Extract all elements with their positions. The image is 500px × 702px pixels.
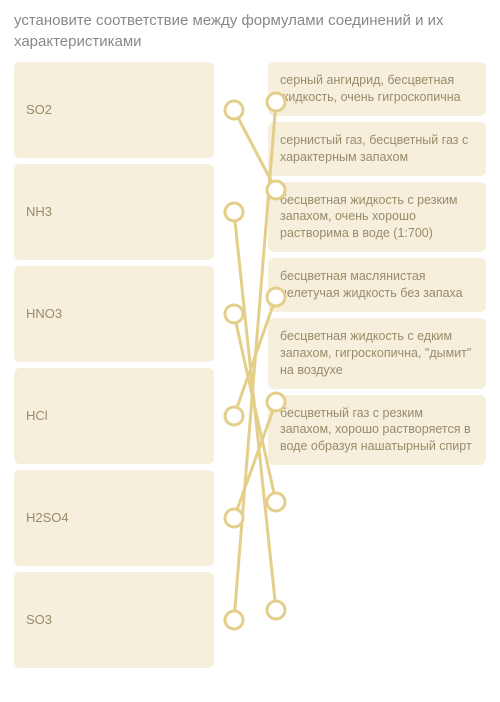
formula-label: SO3 bbox=[26, 611, 52, 629]
formula-item[interactable]: SO3 bbox=[14, 572, 214, 668]
descriptions-column: серный ангидрид, бесцветная жидкость, оч… bbox=[268, 62, 486, 668]
description-label: бесцветная маслянистая нелетучая жидкост… bbox=[280, 268, 474, 302]
matching-exercise: установите соответствие между формулами … bbox=[0, 0, 500, 687]
formula-item[interactable]: NH3 bbox=[14, 164, 214, 260]
description-item[interactable]: бесцветная маслянистая нелетучая жидкост… bbox=[268, 258, 486, 312]
formula-label: HNO3 bbox=[26, 305, 62, 323]
columns-wrapper: SO2 NH3 HNO3 HCl H2SO4 SO3 серный ангидр… bbox=[14, 62, 486, 668]
formula-item[interactable]: SO2 bbox=[14, 62, 214, 158]
formula-label: NH3 bbox=[26, 203, 52, 221]
formula-label: H2SO4 bbox=[26, 509, 69, 527]
description-label: бесцветная жидкость с резким запахом, оч… bbox=[280, 192, 474, 243]
formulas-column: SO2 NH3 HNO3 HCl H2SO4 SO3 bbox=[14, 62, 214, 668]
formula-label: HCl bbox=[26, 407, 48, 425]
exercise-title: установите соответствие между формулами … bbox=[14, 10, 486, 52]
formula-item[interactable]: HNO3 bbox=[14, 266, 214, 362]
description-label: сернистый газ, бесцветный газ с характер… bbox=[280, 132, 474, 166]
formula-item[interactable]: H2SO4 bbox=[14, 470, 214, 566]
description-label: серный ангидрид, бесцветная жидкость, оч… bbox=[280, 72, 474, 106]
description-item[interactable]: бесцветный газ с резким запахом, хорошо … bbox=[268, 395, 486, 466]
formula-label: SO2 bbox=[26, 101, 52, 119]
description-label: бесцветный газ с резким запахом, хорошо … bbox=[280, 405, 474, 456]
description-item[interactable]: серный ангидрид, бесцветная жидкость, оч… bbox=[268, 62, 486, 116]
description-item[interactable]: бесцветная жидкость с резким запахом, оч… bbox=[268, 182, 486, 253]
description-label: бесцветная жидкость с едким запахом, гиг… bbox=[280, 328, 474, 379]
description-item[interactable]: сернистый газ, бесцветный газ с характер… bbox=[268, 122, 486, 176]
description-item[interactable]: бесцветная жидкость с едким запахом, гиг… bbox=[268, 318, 486, 389]
formula-item[interactable]: HCl bbox=[14, 368, 214, 464]
